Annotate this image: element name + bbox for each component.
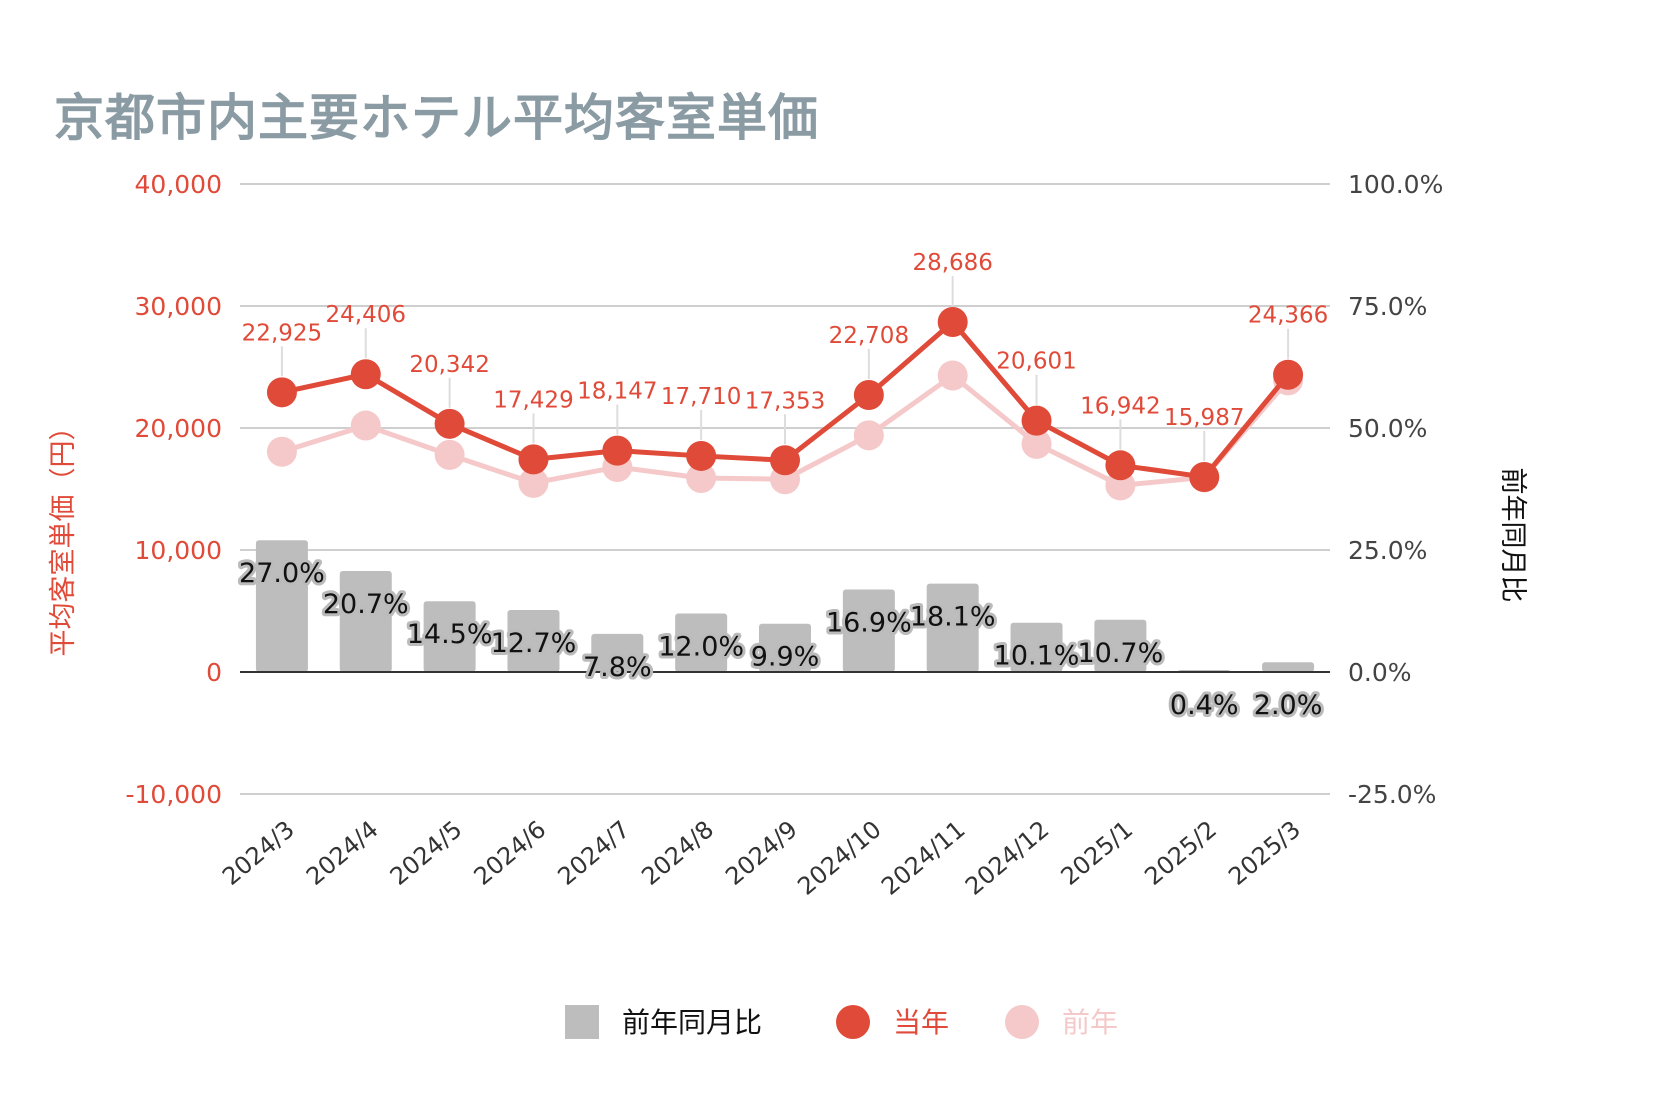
value-label: 16,942 (1080, 393, 1160, 419)
legend-label: 当年 (893, 1006, 949, 1039)
chart-title: 京都市内主要ホテル平均客室単価 (54, 89, 819, 147)
bar-2024/6 (507, 610, 560, 672)
x-tick-label: 2024/9 (720, 815, 803, 891)
value-label: 17,353 (745, 388, 825, 414)
x-tick-label: 2024/8 (636, 815, 719, 891)
left-tick-label: 10,000 (135, 536, 222, 565)
current-year-point (434, 408, 465, 439)
percent-label: 10.1% (994, 641, 1080, 672)
percent-label: 27.0% (239, 558, 325, 589)
legend-swatch-prior (1005, 1005, 1039, 1039)
bar-2024/5 (423, 601, 476, 672)
right-tick-label: 0.0% (1348, 658, 1412, 687)
percent-label: 18.1% (910, 602, 996, 633)
x-tick-label: 2025/1 (1056, 815, 1139, 891)
legend-swatch-current (836, 1005, 870, 1039)
value-label: 20,342 (409, 352, 489, 378)
bar-2024/8 (675, 613, 728, 672)
x-tick-label: 2024/5 (385, 815, 468, 891)
prior-year-point (266, 436, 297, 467)
prior-year-point (1021, 428, 1052, 459)
left-tick-label: 30,000 (135, 292, 222, 321)
percent-label: 0.4% (1170, 690, 1239, 721)
bar-2024/11 (926, 583, 979, 672)
left-tick-label: -10,000 (126, 780, 223, 809)
value-label: 17,710 (661, 384, 741, 410)
x-tick-label: 2025/3 (1223, 815, 1306, 891)
bar-2024/7 (591, 633, 644, 672)
right-tick-label: 100.0% (1348, 170, 1443, 199)
legend-label: 前年同月比 (622, 1006, 762, 1039)
bar-series (255, 540, 1315, 672)
right-tick-label: -25.0% (1348, 780, 1436, 809)
value-label: 18,147 (577, 379, 657, 405)
right-tick-label: 50.0% (1348, 414, 1427, 443)
percent-label: 14.5% (407, 619, 493, 650)
right-tick-label: 75.0% (1348, 292, 1427, 321)
x-tick-label: 2025/2 (1139, 815, 1222, 891)
left-tick-label: 40,000 (135, 170, 222, 199)
value-label: 24,366 (1248, 303, 1328, 329)
value-label: 22,708 (829, 323, 909, 349)
axes: -10,000 -25.0% 0 0.0% 10,000 25.0% 20,000 50.0%… (48, 170, 1528, 901)
x-tick-label: 2024/12 (960, 815, 1054, 901)
bar-2025/1 (1094, 619, 1147, 672)
legend-label: 前年 (1062, 1006, 1118, 1039)
current-year-point (1021, 405, 1052, 436)
bar-2025/3 (1262, 662, 1315, 672)
percent-label: 12.7% (491, 628, 577, 659)
percent-label: 20.7% (323, 589, 409, 620)
percent-label: 2.0% (1254, 690, 1323, 721)
left-tick-label: 20,000 (135, 414, 222, 443)
current-year-point (266, 377, 297, 408)
bar-2024/3 (255, 540, 308, 672)
percent-label: 12.0% (658, 631, 744, 662)
current-year-point (770, 445, 800, 476)
prior-year-point (350, 410, 381, 441)
legend: 前年同月比 当年 前年 (565, 1005, 1118, 1039)
bar-2024/12 (1010, 622, 1063, 672)
x-tick-label: 2024/11 (876, 815, 970, 901)
right-tick-label: 25.0% (1348, 536, 1427, 565)
current-year-point (937, 307, 968, 338)
legend-swatch-bar (565, 1005, 599, 1039)
prior-year-point (686, 463, 717, 494)
percent-label: 7.8% (583, 652, 652, 683)
percent-label: 16.9% (826, 608, 912, 639)
current-year-point (602, 435, 633, 466)
current-year-point (1273, 359, 1304, 390)
current-year-point (518, 444, 549, 475)
value-label: 22,925 (242, 320, 322, 346)
bar-2024/10 (842, 589, 895, 672)
percent-label: 10.7% (1077, 638, 1163, 669)
prior-year-point (853, 420, 884, 451)
bar-2024/4 (339, 570, 392, 672)
x-tick-label: 2024/3 (217, 815, 300, 891)
current-year-point (1189, 461, 1220, 492)
line-series (266, 307, 1304, 501)
value-label: 17,429 (493, 387, 573, 413)
x-tick-label: 2024/10 (792, 815, 886, 901)
x-tick-label: 2024/7 (552, 815, 635, 891)
left-tick-label: 0 (206, 658, 222, 687)
current-year-point (350, 359, 381, 390)
prior-year-point (434, 439, 465, 470)
x-tick-label: 2024/4 (301, 815, 384, 891)
current-year-point (853, 379, 884, 410)
bar-2024/9 (759, 623, 811, 672)
value-label: 15,987 (1164, 405, 1244, 431)
right-axis-title: 前年同月比 (1497, 468, 1528, 603)
x-tick-label: 2024/6 (469, 815, 552, 891)
current-year-point (1105, 450, 1136, 481)
prior-year-point (518, 467, 549, 498)
value-label: 20,601 (996, 349, 1076, 375)
percent-label: 9.9% (751, 642, 820, 673)
current-year-point (686, 440, 717, 471)
value-label: 24,406 (326, 302, 406, 328)
prior-year-point (937, 360, 968, 391)
value-label: 28,686 (912, 250, 992, 276)
left-axis-title: 平均客室単価（円） (48, 414, 79, 657)
